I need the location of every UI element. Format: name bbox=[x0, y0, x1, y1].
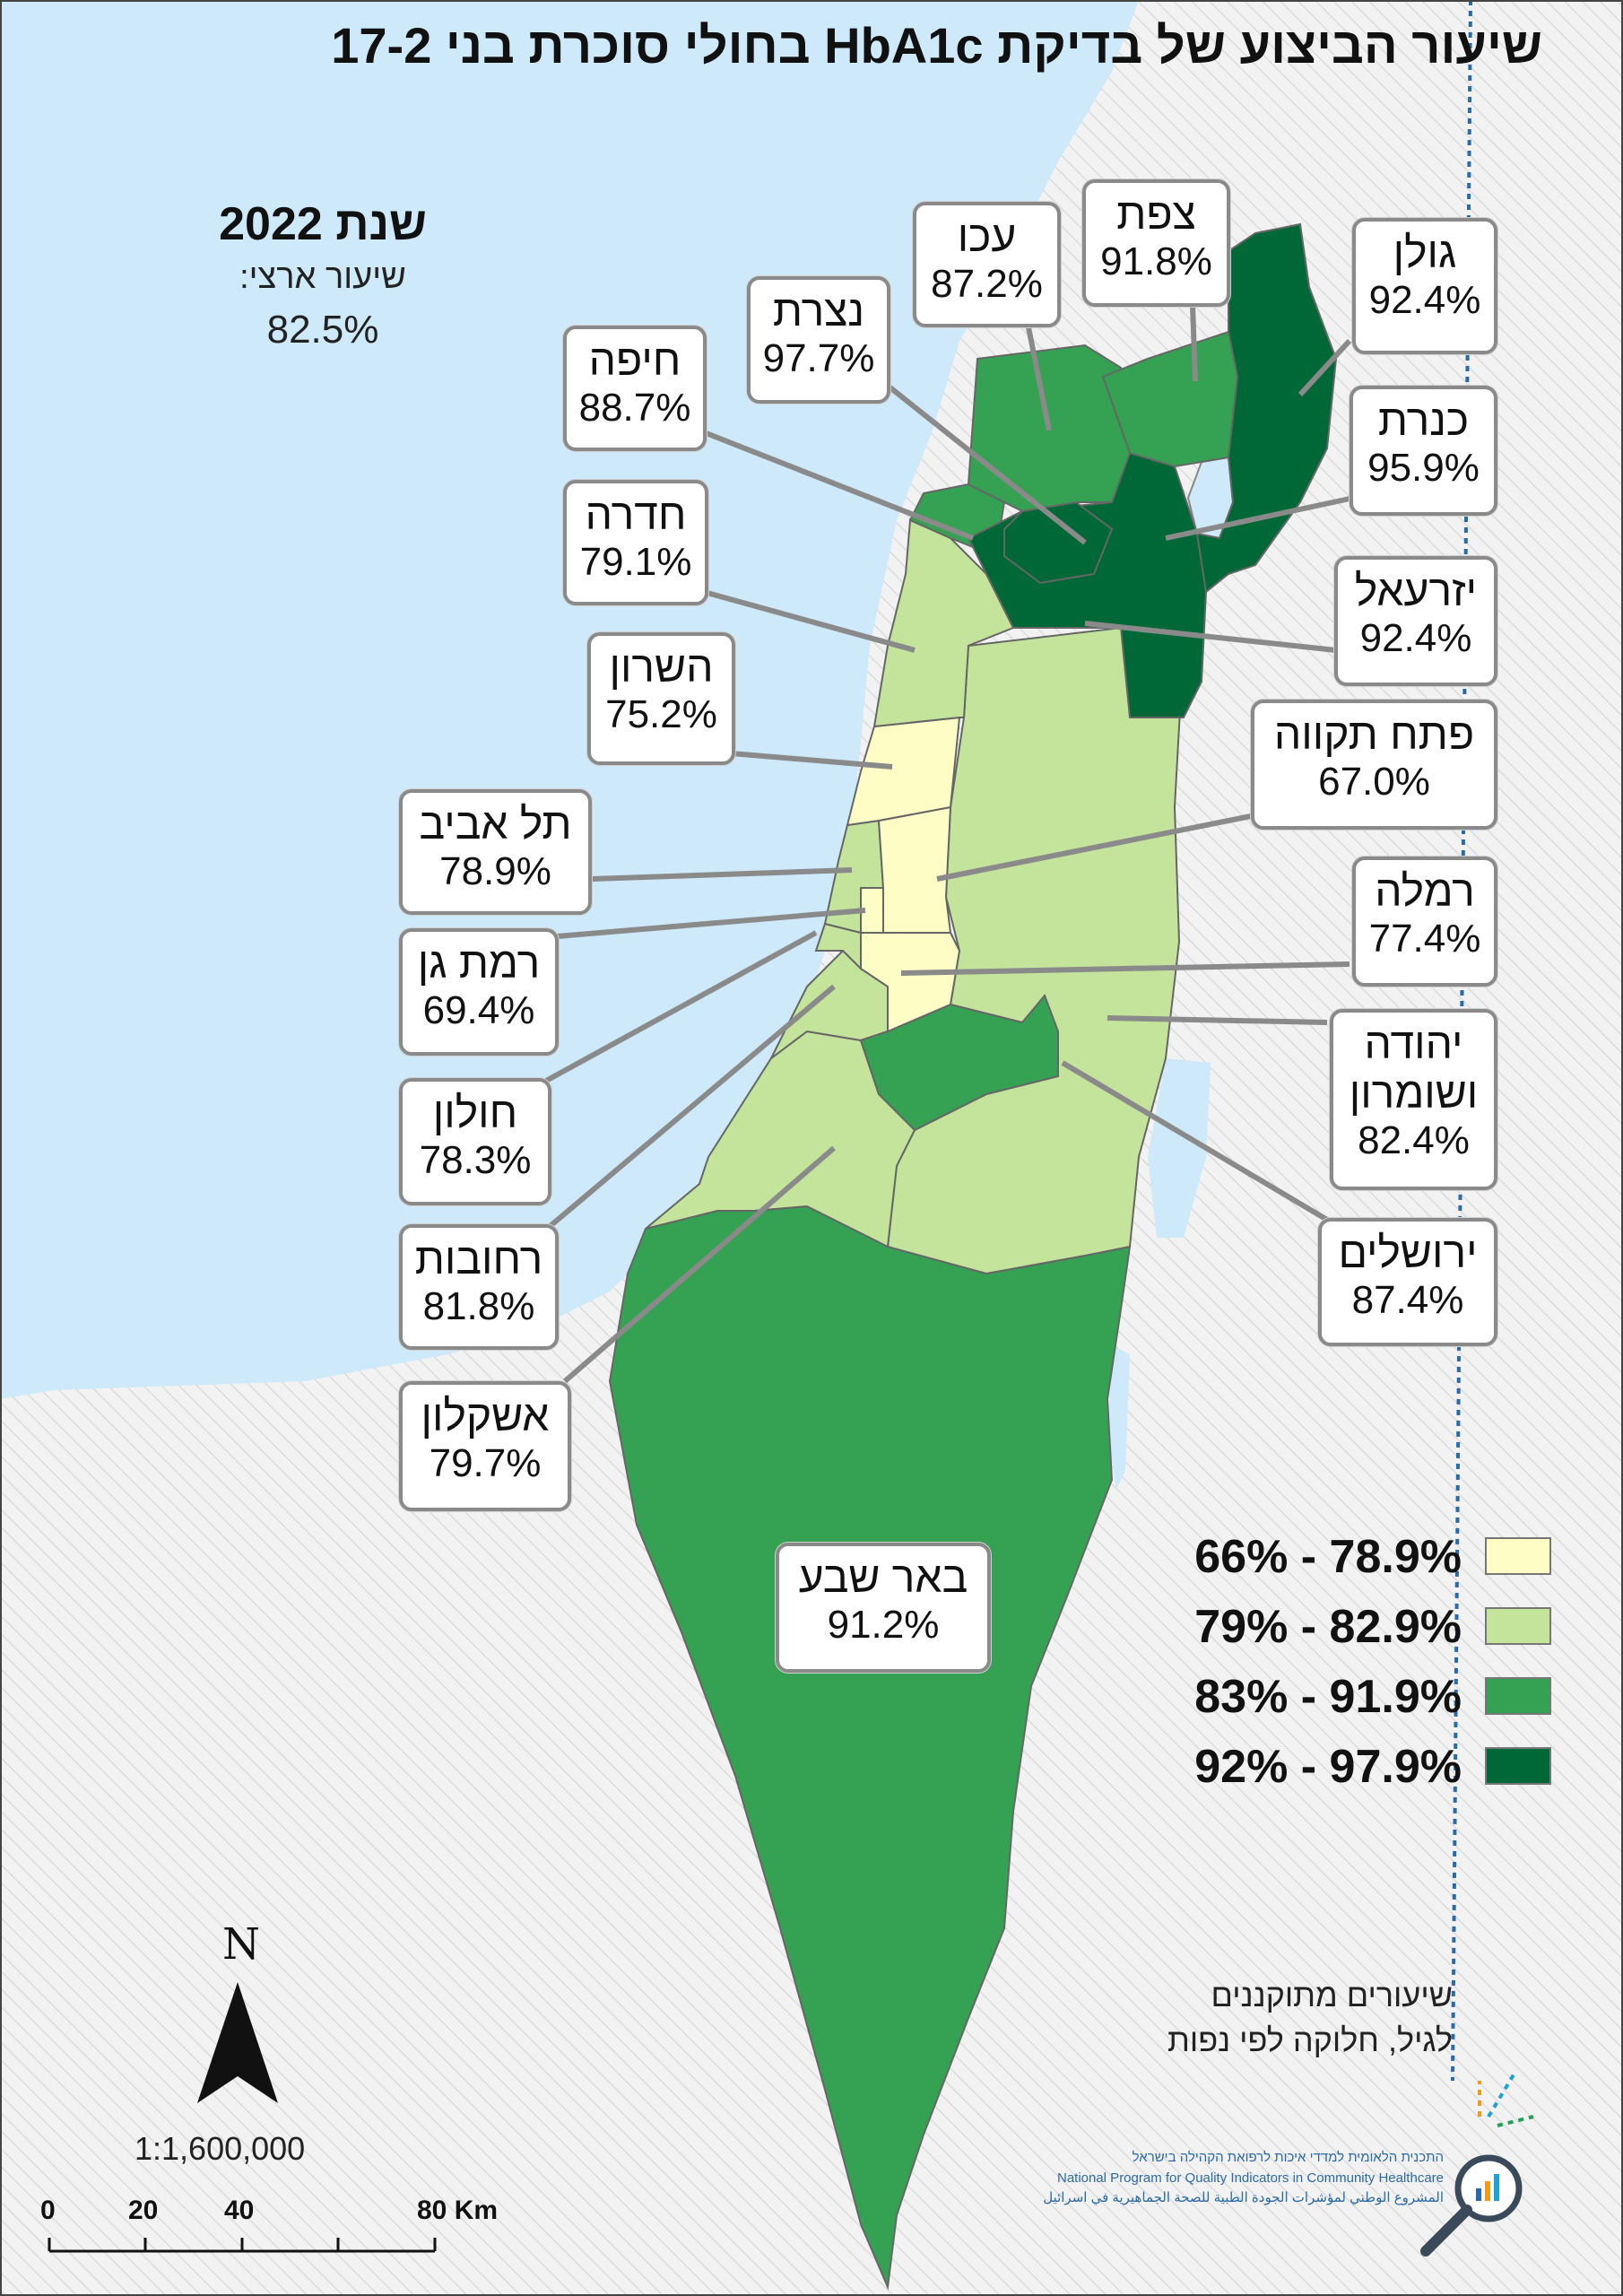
region-ramla bbox=[860, 932, 961, 1033]
legend: 66% - 78.9% 79% - 82.9% 83% - 91.9% 92% … bbox=[1103, 1525, 1551, 1805]
region-value: 81.8% bbox=[422, 1284, 535, 1329]
callout-ashkelon: אשקלון 79.7% bbox=[399, 1381, 571, 1511]
legend-label: 92% - 97.9% bbox=[1194, 1741, 1462, 1793]
region-value: 78.9% bbox=[439, 849, 551, 894]
region-value: 91.8% bbox=[1100, 239, 1212, 284]
scale-ratio: 1:1,600,000 bbox=[135, 2130, 306, 2167]
region-name: רמלה bbox=[1375, 868, 1475, 916]
region-name: רמת גן bbox=[417, 940, 541, 987]
region-value: 87.2% bbox=[931, 262, 1043, 307]
legend-label: 83% - 91.9% bbox=[1194, 1671, 1462, 1723]
year-title: שנת 2022 bbox=[219, 198, 427, 250]
region-nazareth bbox=[1003, 500, 1114, 585]
callout-haifa: חיפה 88.7% bbox=[563, 326, 707, 451]
region-value: 79.1% bbox=[579, 540, 692, 585]
callout-tel-aviv: תל אביב 78.9% bbox=[399, 789, 592, 915]
north-arrow-icon bbox=[197, 1982, 278, 2103]
legend-label: 79% - 82.9% bbox=[1194, 1601, 1462, 1653]
callout-nazareth: נצרת 97.7% bbox=[747, 276, 890, 404]
region-name: השרון bbox=[609, 644, 714, 691]
map-title: שיעור הביצוע של בדיקת HbA1c בחולי סוכרת … bbox=[331, 17, 1542, 74]
region-golan bbox=[1195, 222, 1338, 594]
org-arabic: المشروع الوطني لمؤشرات الجودة الطبية للص… bbox=[1043, 2190, 1444, 2205]
callout-ramat-gan: רמת גן 69.4% bbox=[399, 928, 559, 1056]
region-name: באר שבע bbox=[798, 1554, 968, 1602]
region-name: חיפה bbox=[588, 337, 681, 385]
dead-sea bbox=[1148, 1058, 1211, 1238]
region-name: חולון bbox=[432, 1090, 518, 1137]
region-value: 91.2% bbox=[827, 1603, 940, 1648]
callout-leaders bbox=[536, 304, 1355, 1384]
region-hadera bbox=[872, 518, 1015, 728]
standardization-note: שיעורים מתוקננים לגיל, חלוקה לפי נפות bbox=[986, 1973, 1453, 2064]
region-value: 79.7% bbox=[429, 1441, 542, 1486]
region-value: 92.4% bbox=[1368, 278, 1481, 323]
region-value: 97.7% bbox=[762, 336, 875, 381]
scalebar-label-0: 0 bbox=[40, 2196, 56, 2225]
callout-tsfat: צפת 91.8% bbox=[1082, 179, 1230, 307]
legend-item: 79% - 82.9% bbox=[1103, 1595, 1551, 1665]
org-hebrew: התכנית הלאומית למדדי איכות לרפואת הקהילה… bbox=[1132, 2150, 1444, 2165]
region-name: גולן bbox=[1393, 230, 1457, 277]
legend-item: 83% - 91.9% bbox=[1103, 1665, 1551, 1735]
north-label: N bbox=[222, 1919, 260, 1970]
region-value: 87.4% bbox=[1351, 1278, 1464, 1323]
region-value: 78.3% bbox=[419, 1138, 532, 1183]
legend-swatch bbox=[1485, 1537, 1551, 1575]
callout-yizreel: יזרעאל 92.4% bbox=[1334, 556, 1497, 686]
region-value: 67.0% bbox=[1318, 760, 1430, 804]
callout-ako: עכו 87.2% bbox=[913, 202, 1061, 327]
scale-bar bbox=[48, 2238, 437, 2253]
region-value: 82.4% bbox=[1358, 1118, 1470, 1163]
callout-hadera: חדרה 79.1% bbox=[563, 480, 708, 605]
scalebar-label-80: 80 Km bbox=[417, 2196, 499, 2225]
region-name: עכו bbox=[957, 213, 1017, 261]
callout-golan: גולן 92.4% bbox=[1352, 218, 1497, 354]
region-name: חדרה bbox=[585, 491, 687, 539]
callout-rehovot: רחובות 81.8% bbox=[399, 1224, 559, 1350]
legend-label: 66% - 78.9% bbox=[1194, 1531, 1462, 1583]
year-summary: שנת 2022 שיעור ארצי: 82.5% bbox=[143, 197, 502, 352]
callout-jerusalem: ירושלים 87.4% bbox=[1318, 1218, 1497, 1346]
legend-swatch bbox=[1485, 1747, 1551, 1785]
callout-sharon: השרון 75.2% bbox=[587, 632, 735, 765]
red-sea-tip bbox=[1107, 1345, 1130, 1489]
callout-holon: חולון 78.3% bbox=[399, 1078, 551, 1205]
region-name: פתח תקווה bbox=[1273, 711, 1475, 759]
legend-item: 92% - 97.9% bbox=[1103, 1735, 1551, 1805]
callout-kinneret: כנרת 95.9% bbox=[1350, 386, 1497, 516]
callout-ramla: רמלה 77.4% bbox=[1352, 857, 1497, 987]
region-name: אשקלון bbox=[421, 1393, 550, 1440]
region-value: 77.4% bbox=[1368, 917, 1481, 961]
legend-swatch bbox=[1485, 1607, 1551, 1645]
region-value: 92.4% bbox=[1359, 616, 1472, 661]
region-name: תל אביב bbox=[419, 801, 572, 848]
region-name: כנרת bbox=[1377, 397, 1470, 445]
region-value: 88.7% bbox=[578, 386, 691, 430]
note-line-1: שיעורים מתוקננים bbox=[1211, 1977, 1453, 2013]
callout-petah-tikva: פתח תקווה 67.0% bbox=[1251, 700, 1497, 830]
region-name: צפת bbox=[1116, 191, 1196, 239]
org-english: National Program for Quality Indicators … bbox=[1056, 2170, 1444, 2186]
legend-swatch bbox=[1485, 1677, 1551, 1715]
note-line-2: לגיל, חלוקה לפי נפות bbox=[1167, 2022, 1453, 2059]
national-rate-value: 82.5% bbox=[266, 308, 379, 352]
organization-credit: התכנית הלאומית למדדי איכות לרפואת הקהילה… bbox=[959, 2148, 1444, 2209]
region-name: יהודה ושומרון bbox=[1349, 1021, 1479, 1118]
callout-beer-sheva: באר שבע 91.2% bbox=[776, 1543, 991, 1673]
region-value: 95.9% bbox=[1367, 446, 1480, 491]
region-name: ירושלים bbox=[1338, 1230, 1478, 1277]
national-rate-label: שיעור ארצי: bbox=[239, 258, 406, 296]
callout-judea-samaria: יהודה ושומרון 82.4% bbox=[1330, 1009, 1497, 1190]
scalebar-label-20: 20 bbox=[128, 2196, 159, 2225]
region-petah-tikva bbox=[877, 805, 952, 934]
region-name: נצרת bbox=[772, 288, 865, 335]
scalebar-label-40: 40 bbox=[224, 2196, 255, 2225]
region-value: 75.2% bbox=[605, 692, 717, 737]
legend-item: 66% - 78.9% bbox=[1103, 1525, 1551, 1595]
region-name: רחובות bbox=[414, 1236, 543, 1283]
region-value: 69.4% bbox=[422, 988, 535, 1033]
region-name: יזרעאל bbox=[1354, 568, 1478, 615]
